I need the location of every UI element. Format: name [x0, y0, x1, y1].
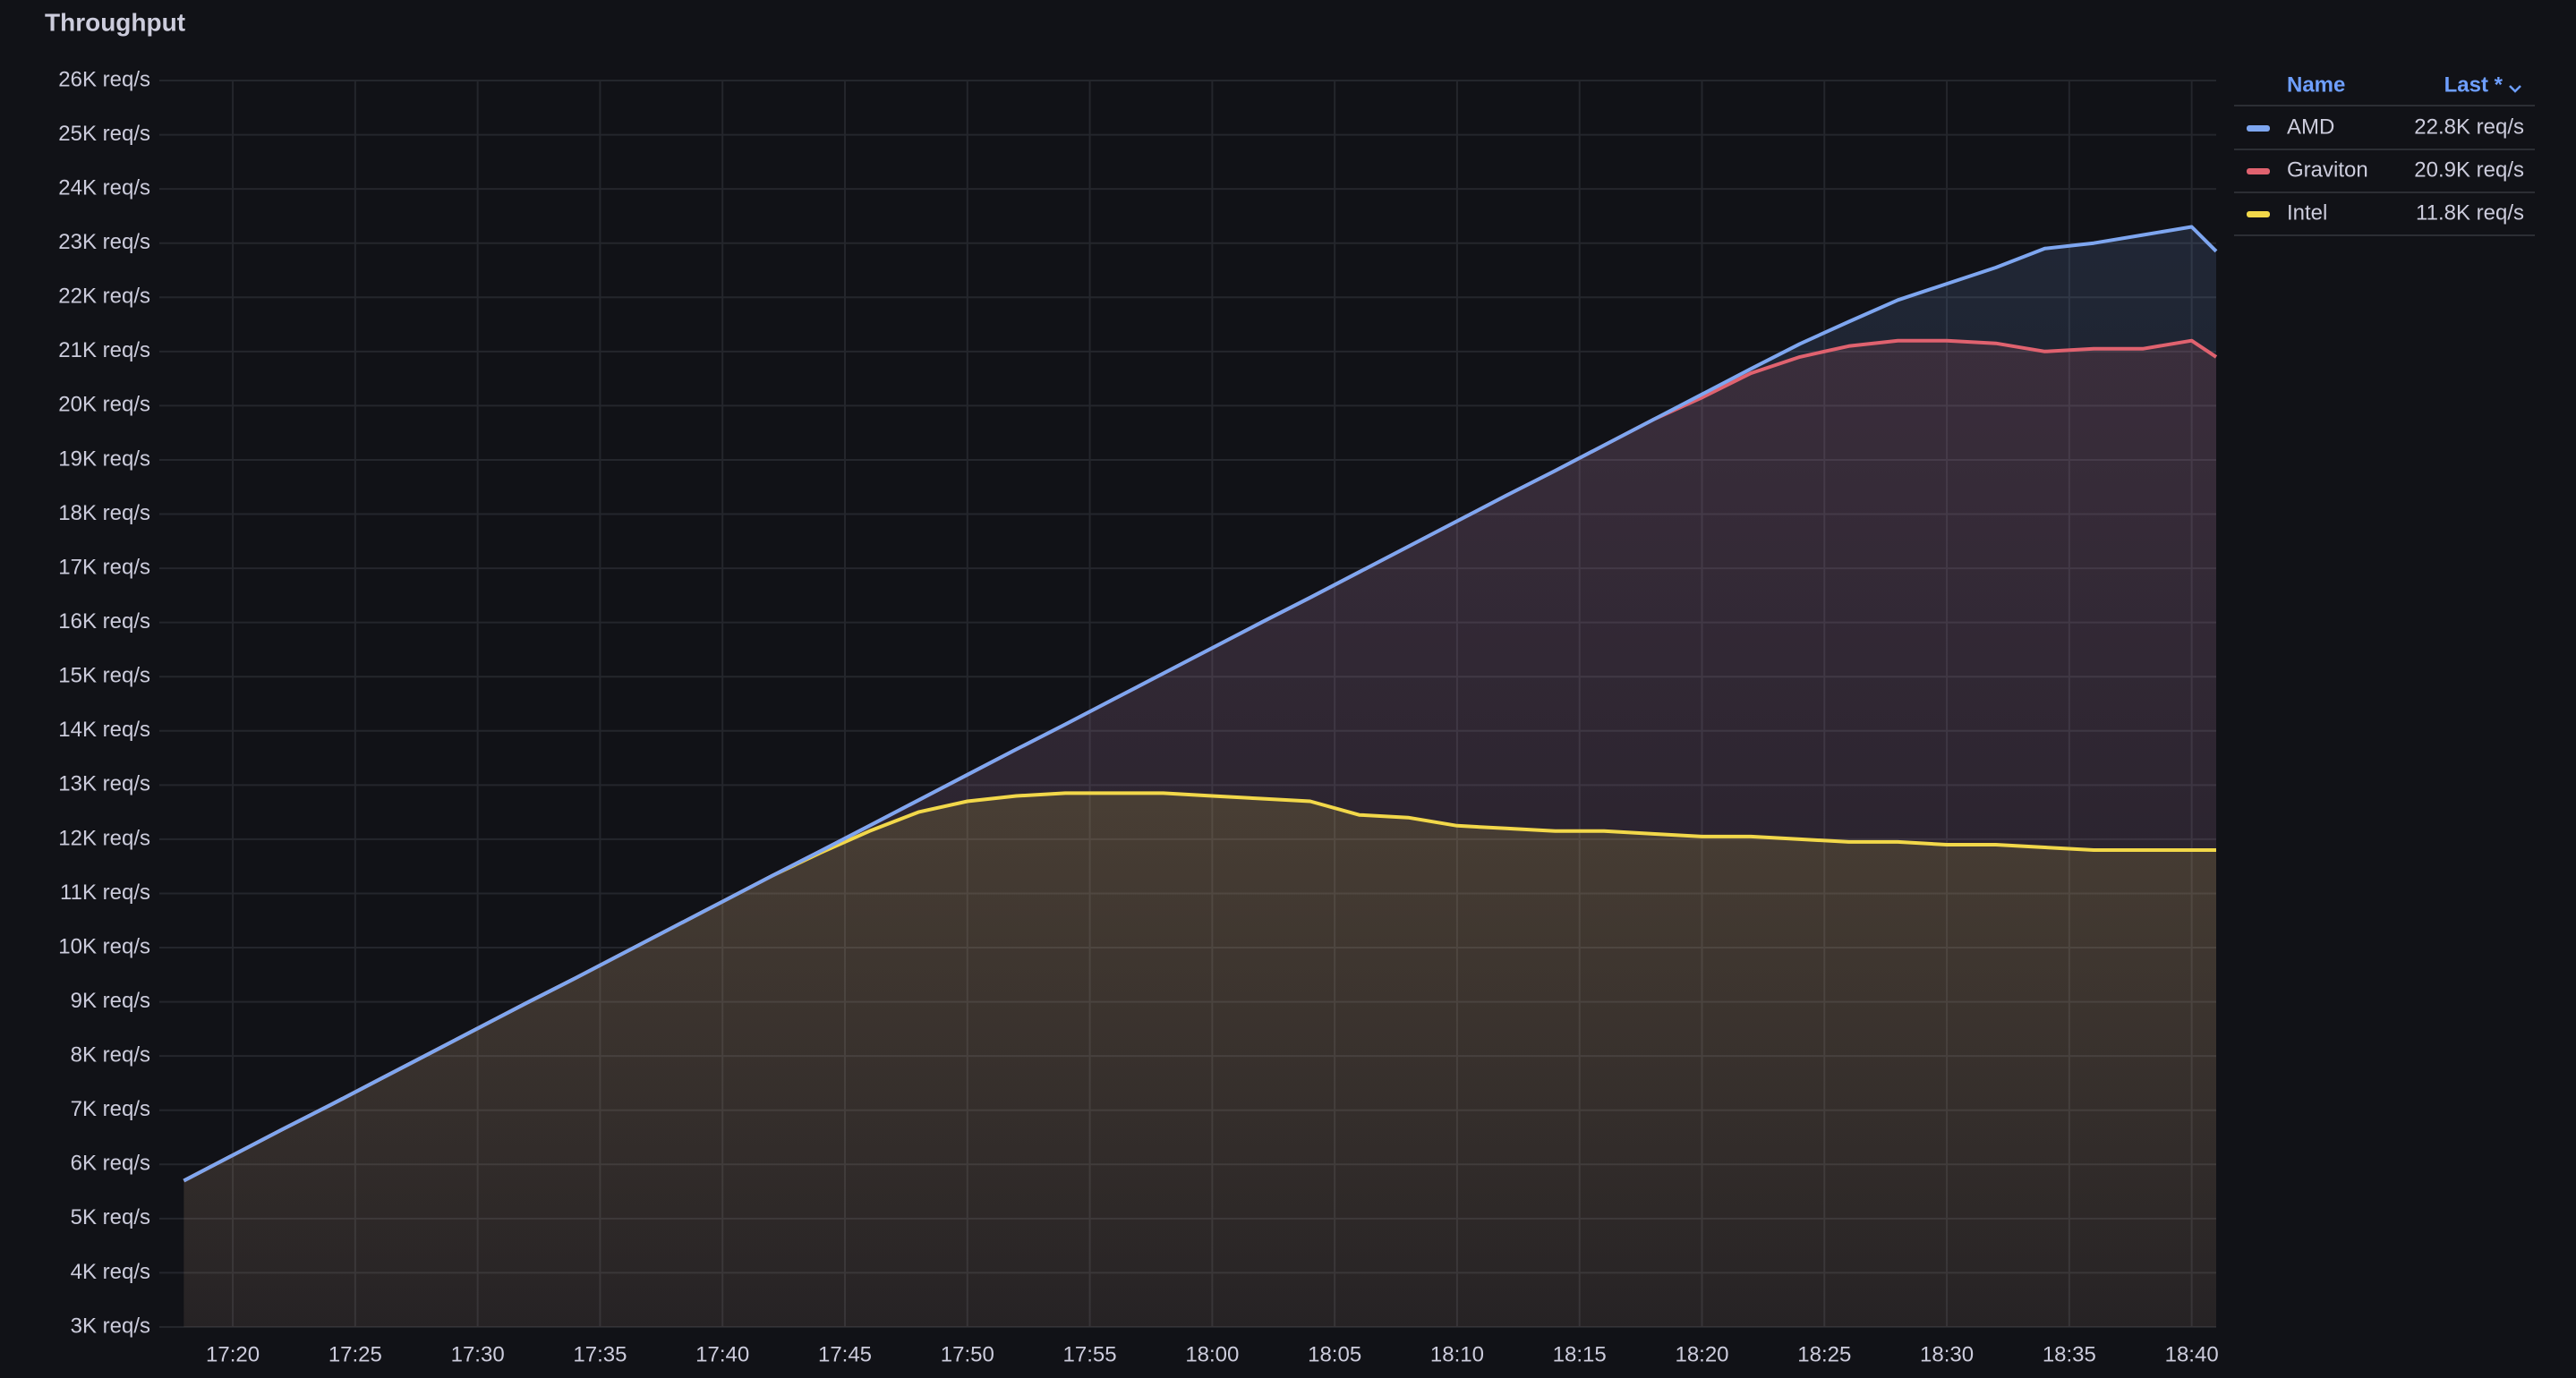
- y-tick-label: 13K req/s: [58, 772, 150, 796]
- legend-value: 11.8K req/s: [2416, 200, 2524, 225]
- y-tick-label: 11K req/s: [60, 880, 150, 905]
- x-tick-label: 17:35: [573, 1342, 627, 1366]
- x-tick-label: 18:40: [2165, 1342, 2219, 1366]
- x-tick-label: 18:10: [1430, 1342, 1484, 1366]
- y-tick-label: 5K req/s: [71, 1205, 150, 1229]
- y-tick-label: 3K req/s: [71, 1314, 150, 1338]
- y-tick-label: 20K req/s: [58, 393, 150, 417]
- y-tick-label: 8K req/s: [71, 1043, 150, 1068]
- legend-header: Name: [2287, 72, 2345, 97]
- legend-swatch: [2247, 168, 2270, 174]
- y-tick-label: 9K req/s: [71, 989, 150, 1013]
- y-tick-label: 19K req/s: [58, 447, 150, 471]
- y-tick-label: 22K req/s: [58, 285, 150, 309]
- x-tick-label: 17:20: [206, 1342, 260, 1366]
- y-tick-label: 12K req/s: [58, 826, 150, 850]
- x-tick-label: 18:20: [1675, 1342, 1728, 1366]
- y-tick-label: 21K req/s: [58, 338, 150, 362]
- y-tick-label: 17K req/s: [58, 555, 150, 579]
- x-tick-label: 17:25: [328, 1342, 382, 1366]
- x-tick-label: 18:30: [1920, 1342, 1974, 1366]
- y-tick-label: 16K req/s: [58, 609, 150, 634]
- x-tick-label: 18:25: [1797, 1342, 1851, 1366]
- legend-swatch: [2247, 125, 2270, 132]
- legend-name: AMD: [2287, 115, 2334, 139]
- y-tick-label: 7K req/s: [71, 1097, 150, 1121]
- x-tick-label: 18:35: [2043, 1342, 2096, 1366]
- x-tick-label: 17:40: [695, 1342, 749, 1366]
- legend-header: Last *: [2444, 72, 2503, 97]
- area-fill: [183, 793, 2216, 1327]
- y-tick-label: 14K req/s: [58, 718, 150, 742]
- chart-title: Throughput: [45, 8, 185, 36]
- legend-value: 20.9K req/s: [2414, 157, 2524, 182]
- legend-value: 22.8K req/s: [2414, 115, 2524, 139]
- y-tick-label: 18K req/s: [58, 501, 150, 525]
- x-tick-label: 17:50: [941, 1342, 994, 1366]
- y-tick-label: 26K req/s: [58, 67, 150, 91]
- y-tick-label: 24K req/s: [58, 175, 150, 200]
- y-tick-label: 4K req/s: [71, 1260, 150, 1284]
- x-tick-label: 18:05: [1308, 1342, 1361, 1366]
- series-line: [183, 225, 2218, 1183]
- legend-name: Graviton: [2287, 157, 2368, 182]
- y-tick-label: 6K req/s: [71, 1152, 150, 1176]
- y-tick-label: 23K req/s: [58, 230, 150, 254]
- x-tick-label: 17:30: [451, 1342, 505, 1366]
- x-tick-label: 17:45: [818, 1342, 872, 1366]
- x-tick-label: 17:55: [1063, 1342, 1117, 1366]
- x-tick-label: 18:00: [1185, 1342, 1239, 1366]
- sort-icon: [2509, 85, 2521, 93]
- legend-name: Intel: [2287, 200, 2327, 225]
- y-tick-label: 10K req/s: [58, 934, 150, 958]
- y-tick-label: 15K req/s: [58, 664, 150, 688]
- x-tick-label: 18:15: [1553, 1342, 1607, 1366]
- legend-swatch: [2247, 211, 2270, 217]
- y-tick-label: 25K req/s: [58, 122, 150, 146]
